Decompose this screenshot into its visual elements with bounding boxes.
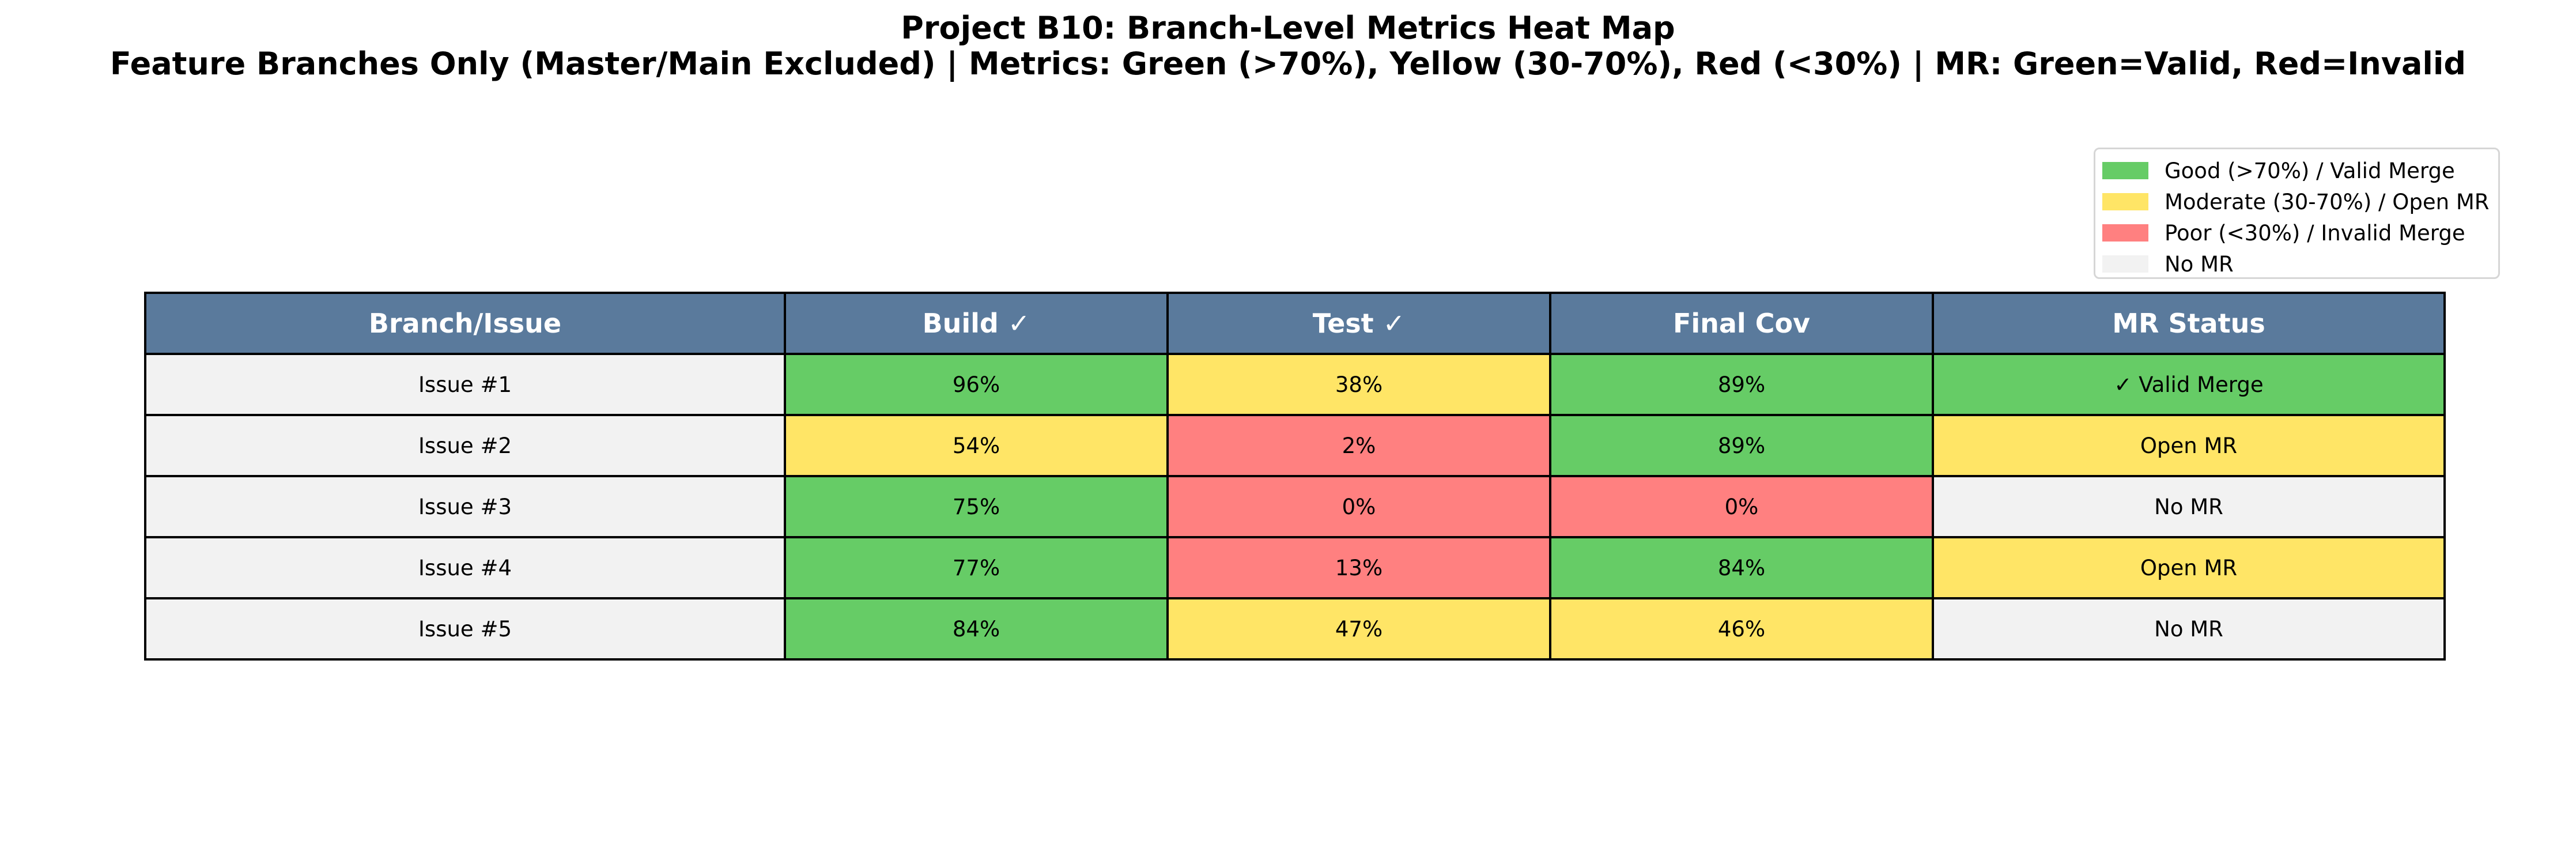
legend-label: Poor (<30%) / Invalid Merge [2165,221,2465,246]
branch-cell: Issue #1 [145,354,785,415]
table-row: Issue #3 75% 0% 0% No MR [145,476,2445,537]
table-row: Issue #5 84% 47% 46% No MR [145,598,2445,659]
chart-title: Project B10: Branch-Level Metrics Heat M… [0,10,2576,46]
mr-status-cell: No MR [1933,598,2445,659]
chart-title-block: Project B10: Branch-Level Metrics Heat M… [0,10,2576,82]
header-test: Test ✓ [1168,293,1550,354]
legend-item-good: Good (>70%) / Valid Merge [2102,155,2498,186]
build-cell: 77% [785,537,1168,598]
branch-cell: Issue #4 [145,537,785,598]
legend-item-none: No MR [2102,248,2498,280]
final-cov-cell: 89% [1550,354,1933,415]
final-cov-cell: 46% [1550,598,1933,659]
header-final-cov: Final Cov [1550,293,1933,354]
table-row: Issue #2 54% 2% 89% Open MR [145,415,2445,476]
legend-swatch-moderate [2102,193,2148,210]
mr-status-cell: ✓ Valid Merge [1933,354,2445,415]
header-mr-status: MR Status [1933,293,2445,354]
test-cell: 47% [1168,598,1550,659]
legend-label: No MR [2165,252,2234,277]
final-cov-cell: 89% [1550,415,1933,476]
header-branch: Branch/Issue [145,293,785,354]
branch-cell: Issue #3 [145,476,785,537]
test-cell: 38% [1168,354,1550,415]
mr-status-cell: Open MR [1933,415,2445,476]
final-cov-cell: 0% [1550,476,1933,537]
test-cell: 2% [1168,415,1550,476]
branch-cell: Issue #5 [145,598,785,659]
legend-swatch-good [2102,162,2148,179]
table-header-row: Branch/Issue Build ✓ Test ✓ Final Cov MR Sta… [145,293,2445,354]
build-cell: 96% [785,354,1168,415]
mr-status-cell: Open MR [1933,537,2445,598]
branch-cell: Issue #2 [145,415,785,476]
test-cell: 0% [1168,476,1550,537]
final-cov-cell: 84% [1550,537,1933,598]
heat-map-table: Branch/Issue Build ✓ Test ✓ Final Cov MR Sta… [144,292,2446,661]
legend-item-poor: Poor (<30%) / Invalid Merge [2102,217,2498,248]
table-row: Issue #4 77% 13% 84% Open MR [145,537,2445,598]
build-cell: 84% [785,598,1168,659]
legend-label: Good (>70%) / Valid Merge [2165,159,2455,183]
table-row: Issue #1 96% 38% 89% ✓ Valid Merge [145,354,2445,415]
test-cell: 13% [1168,537,1550,598]
build-cell: 54% [785,415,1168,476]
build-cell: 75% [785,476,1168,537]
legend-item-moderate: Moderate (30-70%) / Open MR [2102,186,2498,217]
chart-subtitle: Feature Branches Only (Master/Main Exclu… [0,46,2576,82]
legend: Good (>70%) / Valid Merge Moderate (30-70… [2094,148,2500,279]
legend-label: Moderate (30-70%) / Open MR [2165,190,2489,214]
header-build: Build ✓ [785,293,1168,354]
mr-status-cell: No MR [1933,476,2445,537]
legend-swatch-poor [2102,224,2148,242]
legend-swatch-none [2102,255,2148,273]
